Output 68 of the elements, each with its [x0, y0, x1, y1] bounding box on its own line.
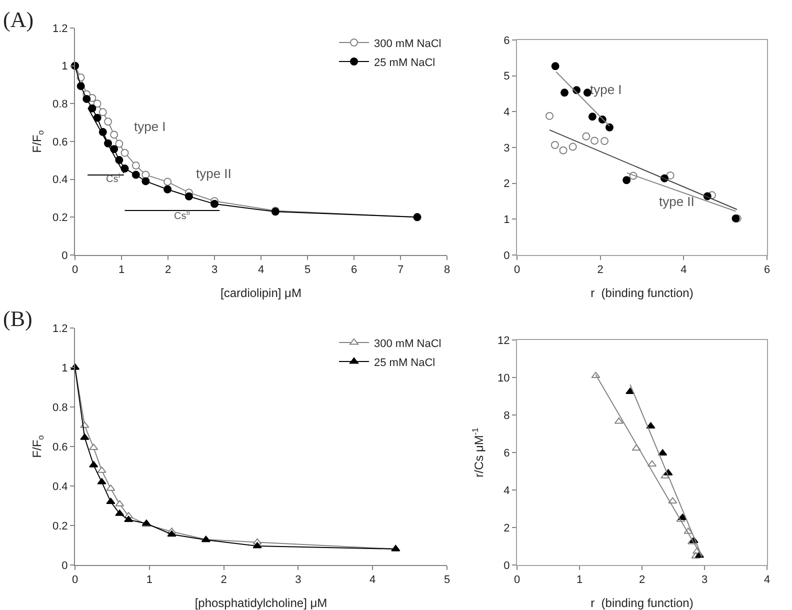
- x-tick-label: 3: [211, 264, 218, 276]
- annotation: type II: [659, 194, 694, 209]
- text: (A): [3, 7, 34, 32]
- y-tick-label: 0: [504, 560, 510, 572]
- x-axis-title: r (binding function): [590, 596, 694, 610]
- x-tick-label: 2: [164, 264, 172, 276]
- legend-label: 25 mM NaCl: [374, 56, 436, 69]
- x-tick-label: 0: [514, 264, 520, 276]
- y-tick-label: 2: [504, 522, 510, 534]
- x-tick-label: 1: [146, 574, 152, 586]
- x-tick-label: 5: [304, 264, 311, 276]
- x-tick-label: 1: [118, 264, 125, 276]
- y-tick-label: 8: [504, 410, 510, 422]
- y-tick-label: 1: [504, 214, 510, 226]
- y-tick-label: 0: [62, 250, 68, 262]
- annotation: Cs$^{II}$: [174, 210, 190, 222]
- y-tick-label: 4: [504, 484, 510, 497]
- x-tick-label: 0: [72, 264, 78, 276]
- y-tick-label: 0.2: [52, 212, 68, 224]
- x-tick-label: 4: [680, 264, 687, 276]
- annotation: type I: [590, 82, 622, 97]
- y-tick-label: 2: [504, 178, 510, 190]
- x-tick-label: 0: [72, 574, 78, 586]
- annotation: type I: [134, 119, 166, 134]
- y-tick-label: 0.8: [52, 402, 68, 414]
- text: (B): [3, 306, 32, 331]
- y-tick-label: 0.6: [52, 441, 68, 454]
- x-tick-label: 2: [638, 574, 646, 586]
- y-tick-label: 6: [504, 447, 510, 460]
- x-tick-label: 6: [764, 264, 770, 276]
- y-tick-label: 6: [504, 34, 510, 47]
- x-axis-title: [cardiolipin] μM: [220, 286, 302, 300]
- y-tick-label: 10: [498, 372, 510, 384]
- x-tick-label: 4: [764, 574, 770, 586]
- x-tick-label: 2: [220, 574, 227, 586]
- x-tick-label: 1: [576, 574, 583, 586]
- x-tick-label: 2: [597, 264, 604, 276]
- x-tick-label: 4: [370, 574, 376, 586]
- y-tick-label: 3: [504, 142, 510, 154]
- legend-label: 300 mM NaCl: [374, 38, 442, 50]
- y-tick-label: 12: [498, 334, 510, 347]
- y-tick-label: 0: [504, 250, 510, 262]
- y-tick-label: 0.4: [52, 480, 68, 493]
- legend-label: 25 mM NaCl: [374, 356, 436, 369]
- y-tick-label: 0: [62, 560, 68, 572]
- x-tick-label: 3: [295, 574, 302, 586]
- y-tick-label: 1: [62, 60, 68, 73]
- x-axis-title: [phosphatidylcholine] μM: [194, 596, 328, 610]
- y-tick-label: 5: [504, 70, 510, 83]
- x-tick-label: 6: [350, 264, 358, 276]
- x-tick-label: 7: [397, 264, 404, 276]
- x-tick-label: 5: [444, 574, 450, 586]
- y-tick-label: 0.2: [52, 520, 68, 532]
- legend-label: 300 mM NaCl: [374, 338, 442, 350]
- annotation: Cs$^{I}$: [106, 173, 120, 186]
- y-tick-label: 4: [504, 106, 510, 119]
- x-tick-label: 8: [444, 264, 450, 276]
- y-tick-label: 0.8: [52, 98, 68, 111]
- x-tick-label: 3: [701, 574, 708, 586]
- x-tick-label: 0: [514, 574, 520, 586]
- x-tick-label: 4: [258, 264, 264, 276]
- annotation: type II: [196, 166, 232, 181]
- y-tick-label: 0.4: [52, 174, 68, 186]
- x-axis-title: r (binding function): [590, 286, 694, 300]
- y-tick-label: 1.2: [52, 322, 68, 335]
- y-tick-label: 1: [62, 362, 68, 374]
- y-tick-label: 0.6: [52, 136, 68, 148]
- y-tick-label: 1.2: [52, 22, 68, 35]
